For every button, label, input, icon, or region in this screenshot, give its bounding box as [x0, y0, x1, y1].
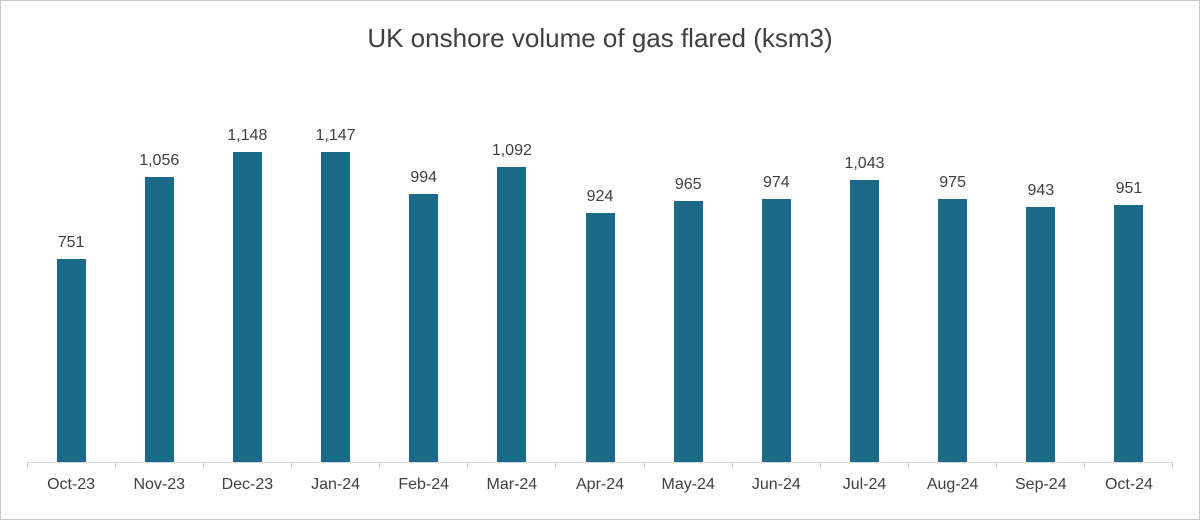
- x-axis-label: Dec-23: [221, 476, 274, 494]
- bar-column: 965: [644, 120, 732, 463]
- x-axis-label: Jan-24: [311, 476, 360, 494]
- bar-column: 974: [732, 120, 820, 463]
- bar-column: 943: [997, 120, 1085, 463]
- x-axis-labels: Oct-23 Nov-23 Dec-23 Jan-24 Feb-24 Mar-24 Apr-…: [27, 469, 1173, 494]
- bar-column: 1,043: [820, 120, 908, 463]
- bar: [56, 259, 86, 463]
- x-axis-tick: [556, 463, 645, 470]
- bar: [849, 180, 879, 463]
- bar: [673, 201, 703, 463]
- chart-title: UK onshore volume of gas flared (ksm3): [367, 23, 833, 53]
- x-axis-label: Oct-24: [1104, 476, 1153, 494]
- x-axis-label: Aug-24: [926, 476, 979, 494]
- x-axis-tick: [204, 463, 293, 470]
- bar: [938, 199, 968, 463]
- bar-value-label: 1,147: [315, 127, 356, 145]
- bar-value-label: 951: [1115, 180, 1143, 198]
- bar-value-label: 994: [410, 169, 438, 187]
- x-axis-tick: [733, 463, 821, 470]
- bar-value-label: 943: [1027, 182, 1055, 200]
- bar: [321, 152, 351, 463]
- bar-column: 751: [27, 120, 115, 463]
- x-axis-tick: [380, 463, 469, 470]
- plot-columns: 751 1,056 1,148 1,147 994 1,092 924 965 974 1,043…: [27, 120, 1173, 463]
- bar-column: 975: [909, 120, 997, 463]
- bar: [1026, 207, 1056, 463]
- bar-value-label: 1,092: [491, 142, 532, 160]
- x-axis-tick: [997, 463, 1085, 470]
- bar-value-label: 1,056: [139, 152, 180, 170]
- bar-value-label: 1,148: [227, 127, 268, 145]
- x-axis-tick: [292, 463, 381, 470]
- x-axis-label: Oct-23: [47, 476, 96, 494]
- bar-column: 1,056: [115, 120, 203, 463]
- bar: [409, 194, 439, 463]
- x-axis-tick: [1085, 463, 1174, 470]
- bar: [232, 152, 262, 463]
- x-axis-tick: [821, 463, 909, 470]
- bar-value-label: 965: [674, 176, 702, 194]
- bar-column: 924: [556, 120, 644, 463]
- x-axis-tick: [909, 463, 997, 470]
- x-axis-line: [27, 462, 1174, 470]
- x-axis-label: Mar-24: [486, 476, 538, 494]
- x-axis-label: May-24: [661, 476, 715, 494]
- x-axis-tick: [27, 463, 117, 470]
- x-axis-label: Jun-24: [751, 476, 801, 494]
- x-axis-tick: [468, 463, 557, 470]
- x-axis-label: Sep-24: [1015, 476, 1067, 494]
- bar: [761, 199, 791, 463]
- bar-value-label: 751: [57, 234, 85, 252]
- bar: [1114, 205, 1144, 463]
- bar-value-label: 974: [762, 174, 790, 192]
- bar-column: 1,092: [468, 120, 556, 463]
- bar: [497, 167, 527, 463]
- bar-column: 951: [1085, 120, 1173, 463]
- x-axis-tick: [645, 463, 733, 470]
- plot-area: 751 1,056 1,148 1,147 994 1,092 924 965 974 1,043…: [27, 120, 1174, 494]
- bar-value-label: 975: [939, 174, 966, 192]
- x-axis-label: Feb-24: [398, 476, 450, 494]
- bar: [585, 213, 615, 463]
- x-axis-tick: [116, 463, 205, 470]
- bar-column: 1,148: [203, 120, 291, 463]
- x-axis-label: Nov-23: [133, 476, 186, 494]
- bar-column: 1,147: [291, 120, 379, 463]
- bar-value-label: 1,043: [844, 155, 885, 173]
- bar-value-label: 924: [586, 188, 614, 206]
- bar-column: 994: [380, 120, 468, 463]
- bar: [144, 177, 174, 463]
- x-axis-label: Apr-24: [576, 476, 625, 494]
- x-axis-label: Jul-24: [842, 476, 887, 494]
